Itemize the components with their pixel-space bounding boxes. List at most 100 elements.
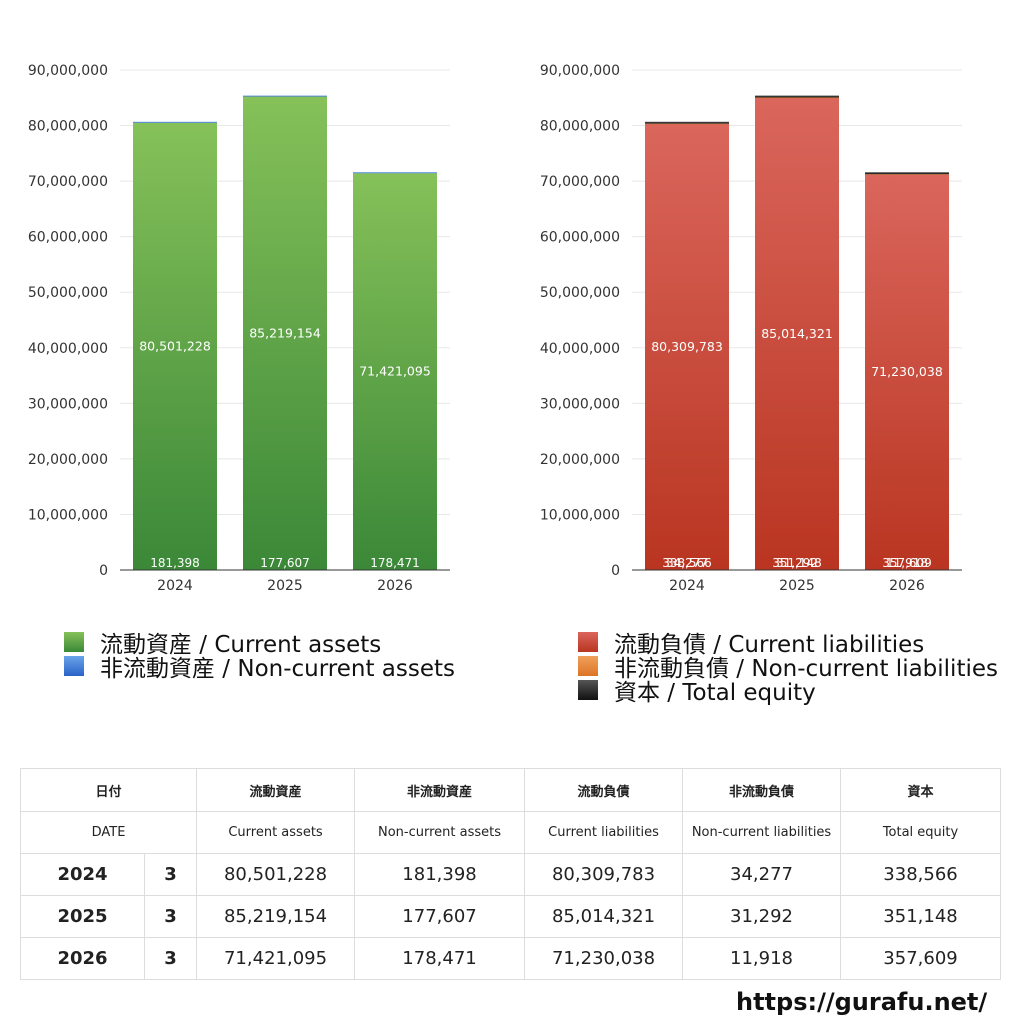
- table-row: 2025 3 85,219,154 177,607 85,014,321 31,…: [20, 895, 1002, 938]
- header-current-assets-en: Current assets: [196, 811, 356, 854]
- assets-legend: 流動資産 / Current assets 非流動資産 / Non-curren…: [64, 630, 455, 682]
- header-date-en: DATE: [19, 811, 198, 854]
- legend-item-total-equity: 資本 / Total equity: [578, 678, 998, 706]
- cell-non-current-assets: 177,607: [354, 895, 526, 938]
- table-header-row-jp: 日付 流動資産 非流動資産 流動負債 非流動負債 資本: [19, 768, 1002, 812]
- bar-total-equity: [865, 172, 949, 175]
- bar-current-assets: [353, 173, 437, 571]
- header-current-liabilities-en: Current liabilities: [524, 811, 684, 854]
- cell-non-current-assets: 181,398: [354, 853, 526, 896]
- liabilities-chart: 0 10,000,000 20,000,000 30,000,000 40,000,00…: [540, 63, 962, 594]
- y-tick-label: 60,000,000: [540, 230, 620, 246]
- bar-non-current-liabilities: [645, 123, 729, 125]
- y-tick-label: 30,000,000: [28, 396, 108, 412]
- bar-value-label: 34,277: [666, 556, 708, 570]
- cell-total-equity: 357,609: [840, 937, 1002, 980]
- header-non-current-assets-en: Non-current assets: [354, 811, 526, 854]
- bar-non-current-liabilities: [865, 174, 949, 175]
- cell-non-current-liabilities: 34,277: [682, 853, 842, 896]
- x-tick-label: 2025: [779, 578, 815, 594]
- legend-swatch-non-current-assets: [64, 656, 84, 676]
- y-tick-label: 50,000,000: [540, 285, 620, 301]
- cell-current-assets: 85,219,154: [196, 895, 356, 938]
- legend-label-non-current-assets: 非流動資産 / Non-current assets: [100, 656, 456, 682]
- row-year: 2024: [20, 853, 145, 896]
- bar-current-liabilities: [755, 97, 839, 571]
- legend-swatch-current-assets: [64, 632, 84, 652]
- y-tick-label: 70,000,000: [28, 174, 108, 190]
- bar-value-label: 71,230,038: [871, 364, 943, 379]
- x-tick-label: 2024: [669, 578, 705, 594]
- bar-total-equity: [645, 121, 729, 124]
- legend-swatch-total-equity: [578, 680, 598, 700]
- bar-value-label: 351,148: [772, 556, 822, 570]
- bar-current-liabilities: [645, 123, 729, 571]
- y-tick-label: 80,000,000: [540, 119, 620, 135]
- legend-label-total-equity: 資本 / Total equity: [614, 680, 816, 706]
- header-non-current-liabilities-jp: 非流動負債: [682, 768, 842, 812]
- legend-label-current-liabilities: 流動負債 / Current liabilities: [614, 632, 925, 658]
- bar-non-current-assets: [353, 172, 437, 174]
- liabilities-legend: 流動負債 / Current liabilities 非流動負債 / Non-c…: [578, 630, 998, 706]
- bar-current-assets: [243, 96, 327, 571]
- header-total-equity-jp: 資本: [840, 768, 1002, 812]
- row-month: 3: [143, 853, 198, 896]
- y-tick-label: 0: [99, 563, 108, 579]
- cell-current-assets: 80,501,228: [196, 853, 356, 896]
- table-row: 2026 3 71,421,095 178,471 71,230,038 11,…: [20, 937, 1002, 980]
- y-tick-label: 30,000,000: [540, 396, 620, 412]
- bar-value-label: 357,609: [882, 556, 932, 570]
- bar-value-label: 85,219,154: [249, 325, 321, 340]
- row-month: 3: [143, 895, 198, 938]
- site-url[interactable]: https://gurafu.net/: [736, 988, 988, 1016]
- bar-value-label: 85,014,321: [761, 326, 833, 341]
- header-date-jp: 日付: [19, 768, 198, 812]
- bar-value-label: 181,398: [150, 556, 200, 570]
- legend-label-non-current-liabilities: 非流動負債 / Non-current liabilities: [614, 656, 998, 682]
- bar-value-label: 177,607: [260, 556, 310, 570]
- y-tick-label: 70,000,000: [540, 174, 620, 190]
- bar-value-label: 80,309,783: [651, 339, 723, 354]
- table-header-row-en: DATE Current assets Non-current assets C…: [19, 811, 1002, 854]
- bar-value-label: 338,566: [662, 556, 712, 570]
- bar-value-label: 80,501,228: [139, 338, 211, 353]
- x-tick-label: 2025: [267, 578, 303, 594]
- table-row: 2024 3 80,501,228 181,398 80,309,783 34,…: [20, 853, 1002, 896]
- bar-non-current-assets: [243, 95, 327, 97]
- x-tick-label: 2024: [157, 578, 193, 594]
- y-tick-label: 80,000,000: [28, 119, 108, 135]
- legend-item-non-current-assets: 非流動資産 / Non-current assets: [64, 654, 455, 682]
- y-tick-label: 90,000,000: [28, 63, 108, 79]
- y-tick-label: 50,000,000: [28, 285, 108, 301]
- y-tick-label: 10,000,000: [540, 507, 620, 523]
- bar-non-current-liabilities: [755, 97, 839, 99]
- y-tick-label: 20,000,000: [28, 452, 108, 468]
- row-year: 2025: [20, 895, 145, 938]
- legend-item-non-current-liabilities: 非流動負債 / Non-current liabilities: [578, 654, 998, 682]
- cell-current-liabilities: 80,309,783: [524, 853, 684, 896]
- bar-current-liabilities: [865, 174, 949, 570]
- legend-item-current-liabilities: 流動負債 / Current liabilities: [578, 630, 998, 658]
- y-tick-label: 40,000,000: [28, 341, 108, 357]
- y-tick-label: 60,000,000: [28, 230, 108, 246]
- y-tick-label: 0: [611, 563, 620, 579]
- legend-label-current-assets: 流動資産 / Current assets: [100, 632, 382, 658]
- header-total-equity-en: Total equity: [840, 811, 1002, 854]
- x-tick-label: 2026: [377, 578, 413, 594]
- cell-non-current-liabilities: 31,292: [682, 895, 842, 938]
- cell-total-equity: 338,566: [840, 853, 1002, 896]
- cell-current-assets: 71,421,095: [196, 937, 356, 980]
- y-tick-label: 20,000,000: [540, 452, 620, 468]
- bar-non-current-assets: [133, 121, 217, 123]
- data-table: 日付 流動資産 非流動資産 流動負債 非流動負債 資本 DATE Current…: [19, 768, 1002, 980]
- bar-total-equity: [755, 95, 839, 98]
- row-month: 3: [143, 937, 198, 980]
- row-year: 2026: [20, 937, 145, 980]
- header-current-liabilities-jp: 流動負債: [524, 768, 684, 812]
- bar-value-label: 31,292: [776, 556, 818, 570]
- y-tick-label: 10,000,000: [28, 507, 108, 523]
- bar-current-assets: [133, 122, 217, 570]
- bar-value-label: 178,471: [370, 556, 420, 570]
- header-current-assets-jp: 流動資産: [196, 768, 356, 812]
- legend-swatch-current-liabilities: [578, 632, 598, 652]
